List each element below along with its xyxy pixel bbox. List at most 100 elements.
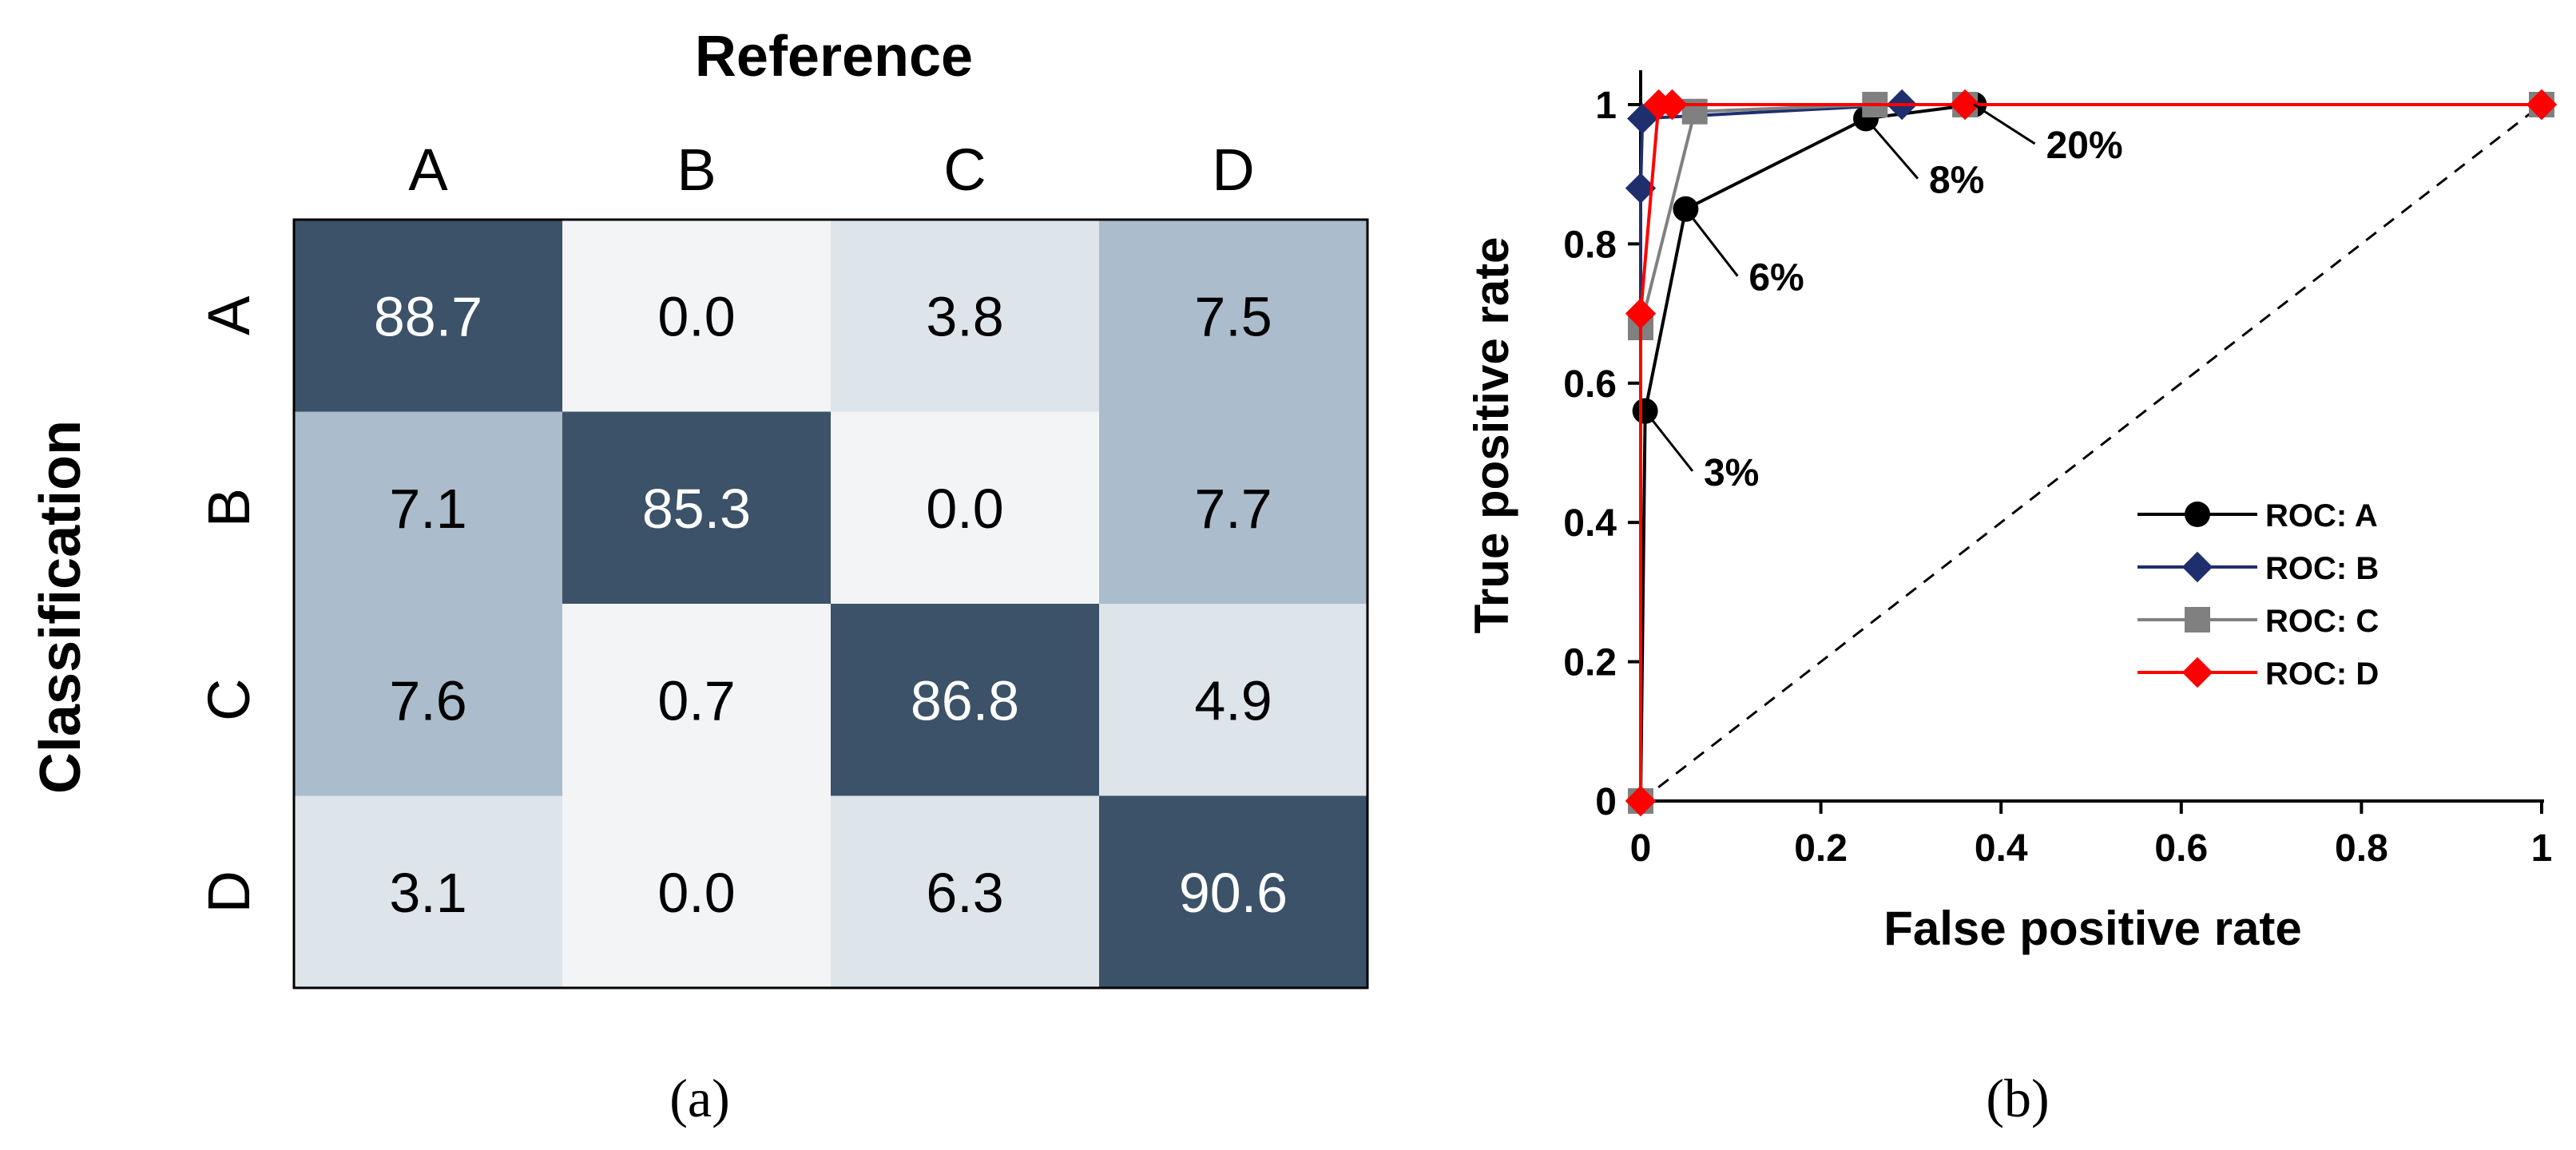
- heatmap-cells: [294, 220, 1368, 989]
- heatmap-cell-B-B: [562, 411, 832, 605]
- roc-point: [1681, 98, 1708, 125]
- heatmap-cell-B-D: [1099, 411, 1368, 605]
- roc-x-tick-label: 0.2: [1794, 827, 1848, 870]
- roc-xlabel: False positive rate: [1883, 902, 2302, 955]
- heatmap-cell-B-A: [294, 411, 563, 605]
- roc-annotations: 3% 6% 8% 20%: [1644, 103, 2123, 494]
- heatmap-value-D-D: 90.6: [1179, 862, 1288, 924]
- heatmap-cell-B-C: [831, 411, 1100, 605]
- heatmap-cell-D-B: [562, 795, 832, 989]
- roc-point: [1625, 785, 1657, 817]
- roc-annotation-leader: [1644, 410, 1694, 472]
- heatmap-ylabel: Classification: [29, 420, 93, 794]
- roc-annotation-leader: [1864, 117, 1919, 180]
- heatmap-value-B-C: 0.0: [926, 478, 1003, 540]
- roc-y-tick-label: 0: [1595, 781, 1617, 823]
- roc-point: [1625, 172, 1657, 204]
- roc-legend-swatch-marker: [2185, 607, 2210, 632]
- roc-annotation-label: 8%: [1929, 160, 1984, 202]
- roc-legend-swatch-marker: [2185, 502, 2210, 527]
- heatmap-value-B-B: 85.3: [642, 478, 751, 540]
- roc-legend: ROC: A ROC: B ROC: C ROC: D: [2137, 498, 2379, 692]
- roc-legend-label: ROC: D: [2265, 656, 2379, 692]
- heatmap-value-C-A: 7.6: [389, 669, 466, 732]
- roc-ylabel: True positive rate: [1465, 237, 1518, 634]
- roc-legend-swatch-marker: [2181, 656, 2213, 688]
- roc-ticks: [1628, 103, 2543, 814]
- heatmap-value-D-A: 3.1: [389, 862, 466, 924]
- roc-legend-label: ROC: B: [2265, 551, 2379, 586]
- heatmap-cell-C-D: [1099, 604, 1368, 796]
- roc-series-rocd: [1625, 89, 2558, 817]
- roc-y-tick-label: 0.2: [1563, 642, 1617, 684]
- heatmap-cell-C-A: [294, 604, 563, 796]
- roc-series: [1625, 89, 2558, 817]
- confusion-matrix-heatmap: Reference Classification 88.7 0.0 3.8 7.5 7.…: [29, 25, 1369, 989]
- heatmap-cell-A-B: [562, 220, 832, 412]
- roc-annotation-leader: [1685, 208, 1739, 277]
- roc-legend-swatch-marker: [2181, 551, 2213, 583]
- heatmap-cell-A-D: [1099, 220, 1368, 412]
- roc-x-tick-label: 0: [1630, 827, 1652, 870]
- roc-x-tick-label: 0.4: [1975, 827, 2028, 870]
- roc-legend-label: ROC: A: [2265, 498, 2378, 533]
- roc-x-tick-label: 0.6: [2154, 827, 2208, 870]
- roc-legend-item: ROC: B: [2137, 551, 2379, 586]
- heatmap-row-label-D: D: [196, 870, 262, 913]
- heatmap-column-label-A: A: [408, 137, 448, 203]
- heatmap-cell-labels: 88.7 0.0 3.8 7.5 7.1 85.3 0.0 7.7 7.6 0.7 86.8 4.9 3…: [374, 285, 1288, 924]
- roc-legend-item: ROC: A: [2137, 498, 2378, 533]
- roc-legend-item: ROC: D: [2137, 656, 2379, 692]
- heatmap-value-A-C: 3.8: [926, 285, 1003, 347]
- heatmap-value-C-D: 4.9: [1194, 669, 1272, 732]
- roc-point: [1949, 89, 1981, 121]
- heatmap-value-C-B: 0.7: [657, 669, 735, 732]
- roc-y-tick-label: 1: [1595, 85, 1617, 127]
- heatmap-cell-C-C: [831, 604, 1100, 796]
- heatmap-value-D-C: 6.3: [926, 862, 1003, 924]
- heatmap-border: [292, 218, 1369, 989]
- heatmap-cell-D-A: [294, 795, 563, 989]
- heatmap-cell-D-D: [1099, 795, 1368, 989]
- roc-legend-label: ROC: C: [2265, 604, 2379, 639]
- heatmap-value-B-A: 7.1: [389, 478, 466, 540]
- roc-tick-labels: 0 0.2 0.4 0.6 0.8 1 0 0.2 0.4 0.6 0.8 1: [1563, 85, 2552, 870]
- roc-point: [1657, 89, 1688, 121]
- heatmap-column-label-D: D: [1212, 137, 1254, 203]
- roc-annotation-label: 6%: [1748, 257, 1804, 299]
- heatmap-value-B-D: 7.7: [1194, 478, 1272, 540]
- roc-x-tick-label: 0.8: [2335, 827, 2388, 870]
- roc-y-tick-label: 0.4: [1563, 502, 1617, 545]
- heatmap-row-label-B: B: [196, 488, 262, 527]
- heatmap-row-labels: A B C D: [196, 295, 262, 914]
- heatmap-cell-C-B: [562, 604, 832, 796]
- heatmap-column-label-B: B: [677, 137, 716, 203]
- panel-label-a: (a): [669, 1068, 729, 1128]
- roc-chart: 0 0.2 0.4 0.6 0.8 1 0 0.2 0.4 0.6 0.8 1 3% 6% 8% 20% R…: [1465, 70, 2558, 955]
- heatmap-cell-A-A: [294, 220, 563, 412]
- roc-reference-diagonal: [1640, 103, 2542, 803]
- roc-annotation-label: 20%: [2046, 125, 2123, 167]
- roc-y-tick-label: 0.6: [1563, 363, 1617, 406]
- roc-annotation-leader: [1973, 103, 2036, 145]
- heatmap-cell-A-C: [831, 220, 1100, 412]
- roc-x-tick-label: 1: [2531, 827, 2553, 870]
- roc-annotation-label: 3%: [1704, 452, 1759, 494]
- heatmap-value-A-D: 7.5: [1194, 285, 1272, 347]
- heatmap-value-C-C: 86.8: [911, 669, 1019, 732]
- roc-point: [1625, 298, 1657, 329]
- roc-point: [2526, 89, 2558, 121]
- heatmap-value-D-B: 0.0: [657, 862, 735, 924]
- heatmap-row-label-C: C: [196, 679, 262, 721]
- heatmap-value-A-B: 0.0: [657, 285, 735, 347]
- heatmap-row-label-A: A: [196, 295, 262, 335]
- heatmap-column-label-C: C: [943, 137, 986, 203]
- heatmap-cell-D-C: [831, 795, 1100, 989]
- roc-y-tick-label: 0.8: [1563, 224, 1617, 266]
- panel-label-b: (b): [1986, 1068, 2049, 1128]
- heatmap-xlabel: Reference: [695, 25, 973, 89]
- heatmap-column-labels: A B C D: [408, 137, 1254, 203]
- heatmap-value-A-A: 88.7: [374, 285, 482, 347]
- roc-legend-item: ROC: C: [2137, 604, 2379, 639]
